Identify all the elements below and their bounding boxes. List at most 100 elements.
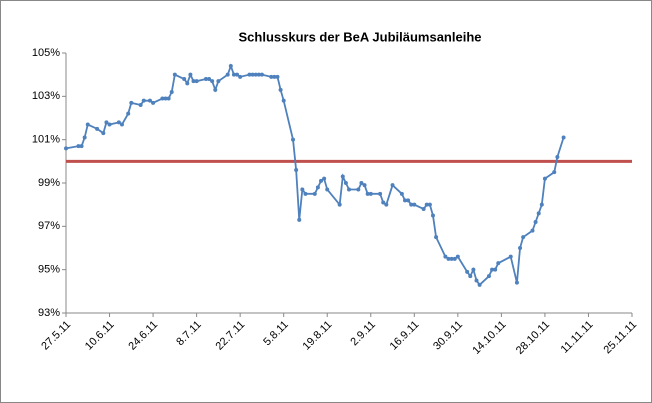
data-point <box>443 254 448 259</box>
data-point <box>203 77 208 81</box>
data-point <box>141 98 146 103</box>
data-point <box>101 131 106 136</box>
data-point <box>231 72 236 77</box>
data-point <box>539 202 544 207</box>
data-point <box>471 267 476 272</box>
data-point <box>496 261 501 266</box>
data-point <box>82 135 87 140</box>
data-point <box>235 72 240 77</box>
data-point <box>166 96 171 101</box>
data-point <box>542 176 547 181</box>
data-point <box>340 174 345 179</box>
data-point <box>291 137 296 142</box>
data-point <box>207 77 212 81</box>
data-point <box>536 211 541 216</box>
data-point <box>247 72 252 77</box>
data-point <box>303 191 308 196</box>
data-point <box>300 187 305 192</box>
data-point <box>449 256 454 261</box>
y-tick-label: 97% <box>38 220 60 232</box>
data-point <box>191 79 196 84</box>
data-point <box>210 79 215 84</box>
data-point <box>272 74 277 79</box>
data-point <box>104 120 109 125</box>
data-point <box>530 228 535 233</box>
data-point <box>151 100 156 105</box>
data-point <box>518 246 523 250</box>
data-point <box>555 155 560 159</box>
y-tick-label: 95% <box>38 264 60 276</box>
y-tick-label: 105% <box>32 47 60 59</box>
data-point <box>275 74 280 79</box>
chart-title: Schlusskurs der BeA Jubiläumsanleihe <box>239 29 482 44</box>
data-point <box>79 144 84 149</box>
data-point <box>315 185 320 190</box>
data-point <box>64 146 68 151</box>
data-point <box>434 235 439 240</box>
data-point <box>169 90 174 94</box>
data-point <box>319 178 324 183</box>
y-tick-label: 103% <box>32 90 60 102</box>
data-point <box>533 220 538 224</box>
data-point <box>322 176 327 181</box>
data-point <box>312 191 317 196</box>
data-point <box>402 198 407 203</box>
data-point <box>216 79 221 84</box>
data-point <box>365 191 370 196</box>
data-point <box>228 64 233 68</box>
y-tick-label: 93% <box>38 307 60 319</box>
data-point <box>368 191 373 196</box>
data-point <box>399 191 404 196</box>
data-point <box>343 181 348 185</box>
data-point <box>384 202 389 207</box>
data-point <box>85 122 90 127</box>
data-point <box>182 77 187 81</box>
data-point <box>238 74 243 79</box>
data-point <box>421 207 426 211</box>
data-point <box>172 72 177 77</box>
data-point <box>281 98 286 103</box>
data-point <box>465 269 470 274</box>
data-point <box>185 81 190 86</box>
data-point <box>95 126 100 131</box>
data-point <box>486 274 491 279</box>
data-point <box>188 72 193 77</box>
data-point <box>213 87 218 92</box>
data-point <box>452 256 457 261</box>
data-point <box>474 278 479 283</box>
data-point <box>119 122 124 127</box>
data-point <box>256 72 261 77</box>
data-point <box>390 183 395 188</box>
data-point <box>76 144 81 149</box>
data-point <box>468 274 473 279</box>
data-point <box>160 96 165 101</box>
data-point <box>362 183 367 188</box>
data-point <box>477 282 482 287</box>
data-point <box>455 254 460 259</box>
data-point <box>259 72 264 77</box>
data-point <box>493 267 498 272</box>
data-point <box>325 187 330 192</box>
data-point <box>163 96 168 101</box>
data-point <box>107 122 112 127</box>
data-point <box>294 168 299 172</box>
data-point <box>356 187 361 192</box>
data-point <box>446 256 451 261</box>
data-point <box>427 202 432 207</box>
data-point <box>514 280 519 285</box>
data-point <box>138 103 143 107</box>
data-point <box>347 187 351 192</box>
data-point <box>129 100 134 105</box>
data-point <box>409 202 414 207</box>
data-point <box>297 217 302 222</box>
data-point <box>508 254 513 259</box>
data-point <box>250 72 255 77</box>
data-point <box>561 135 566 140</box>
data-point <box>147 98 152 103</box>
data-point <box>412 202 417 207</box>
data-point <box>359 181 364 185</box>
y-tick-label: 101% <box>32 134 60 146</box>
data-point <box>194 79 199 84</box>
data-point <box>430 213 435 218</box>
